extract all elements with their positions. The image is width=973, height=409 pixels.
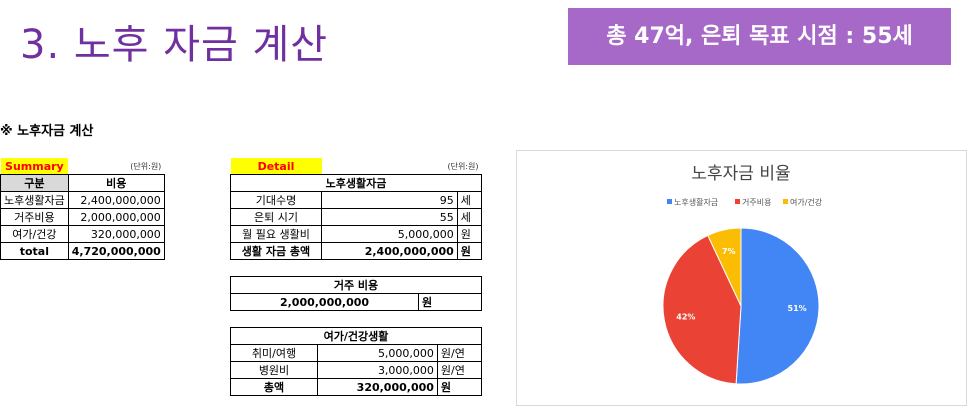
goal-banner: 총 47억, 은퇴 목표 시점 : 55세 [568,8,951,65]
living-label: 은퇴 시기 [230,208,322,226]
living-total-value: 2,400,000,000 [321,242,458,260]
living-value: 55 [321,208,458,226]
detail-tag: Detail [230,158,322,175]
pie-slice [662,234,742,385]
leisure-total-unit: 원 [436,378,483,396]
housing-title: 거주 비용 [230,276,482,294]
slice-label: 51% [788,304,807,313]
living-unit: 세 [456,208,483,226]
table-row: 여가/건강 320,000,000 [0,225,165,243]
pie-chart-box: 노후자금 비율 노후생활자금 거주비용 여가/건강 51% 42% 7% [516,150,967,406]
leisure-total-label: 총액 [230,378,318,396]
living-value: 95 [321,191,458,209]
living-label: 월 필요 생활비 [230,225,322,243]
legend-swatch [667,199,672,204]
table-row: 월 필요 생활비 5,000,000 원 [230,225,483,243]
page-title: 3. 노후 자금 계산 [20,22,329,68]
living-value: 5,000,000 [321,225,458,243]
summary-total-value: 4,720,000,000 [67,242,165,260]
table-row: 은퇴 시기 55 세 [230,208,483,226]
summary-total-label: total [0,242,69,260]
leisure-value: 5,000,000 [317,344,438,362]
slice-label: 42% [676,313,695,322]
pie-slice [707,227,742,307]
detail-living-table: Detail (단위:원) 노후생활자금 기대수명 95 세 은퇴 시기 55 … [230,158,483,260]
chart-title: 노후자금 비율 [691,164,790,184]
summary-unit: (단위:원) [130,161,162,171]
legend-label: 거주비용 [742,198,771,207]
housing-value: 2,000,000,000 [230,293,419,311]
legend-item: 노후생활자금 [667,197,718,207]
legend-swatch [735,199,740,204]
pie-chart: 노후자금 비율 노후생활자금 거주비용 여가/건강 51% 42% 7% [662,164,823,385]
summary-col-cost: 비용 [67,174,165,192]
housing-unit: 원 [418,293,482,311]
table-row: 병원비 3,000,000 원/연 [230,361,483,379]
detail-unit: (단위:원) [447,161,479,171]
summary-table: Summary (단위:원) 구분 비용 노후생활자금 2,400,000,00… [0,158,165,260]
leisure-label: 취미/여행 [230,344,318,362]
leisure-title: 여가/건강생활 [230,327,482,345]
slice-label: 7% [722,247,736,256]
table-row: 취미/여행 5,000,000 원/연 [230,344,483,362]
leisure-unit: 원/연 [436,344,483,362]
summary-label: 여가/건강 [0,225,69,243]
living-total-unit: 원 [456,242,483,260]
summary-value: 2,400,000,000 [67,191,165,209]
table-row: 생활 자금 총액 2,400,000,000 원 [230,242,483,260]
summary-label: 거주비용 [0,208,69,226]
living-unit: 세 [456,191,483,209]
living-total-label: 생활 자금 총액 [230,242,322,260]
living-title: 노후생활자금 [230,174,482,192]
pie-slice [735,227,820,385]
table-row: 총액 320,000,000 원 [230,378,483,396]
legend-item: 여가/건강 [783,197,823,207]
summary-label: 노후생활자금 [0,191,69,209]
leisure-label: 병원비 [230,361,318,379]
detail-leisure-table: 여가/건강생활 취미/여행 5,000,000 원/연 병원비 3,000,00… [230,327,483,396]
legend-label: 여가/건강 [790,197,823,207]
living-label: 기대수명 [230,191,322,209]
leisure-total-value: 320,000,000 [317,378,438,396]
legend-item: 거주비용 [735,198,771,207]
table-row: 기대수명 95 세 [230,191,483,209]
leisure-value: 3,000,000 [317,361,438,379]
table-row: 노후생활자금 2,400,000,000 [0,191,165,209]
summary-col-category: 구분 [0,174,69,192]
living-unit: 원 [456,225,483,243]
legend-swatch [783,199,788,204]
summary-tag: Summary [0,158,69,175]
table-row: 거주비용 2,000,000,000 [0,208,165,226]
legend-label: 노후생활자금 [674,197,718,207]
detail-housing-table: 거주 비용 2,000,000,000 원 [230,276,482,311]
summary-value: 320,000,000 [67,225,165,243]
summary-value: 2,000,000,000 [67,208,165,226]
table-row: total 4,720,000,000 [0,242,165,260]
leisure-unit: 원/연 [436,361,483,379]
section-title: ※ 노후자금 계산 [0,124,94,139]
